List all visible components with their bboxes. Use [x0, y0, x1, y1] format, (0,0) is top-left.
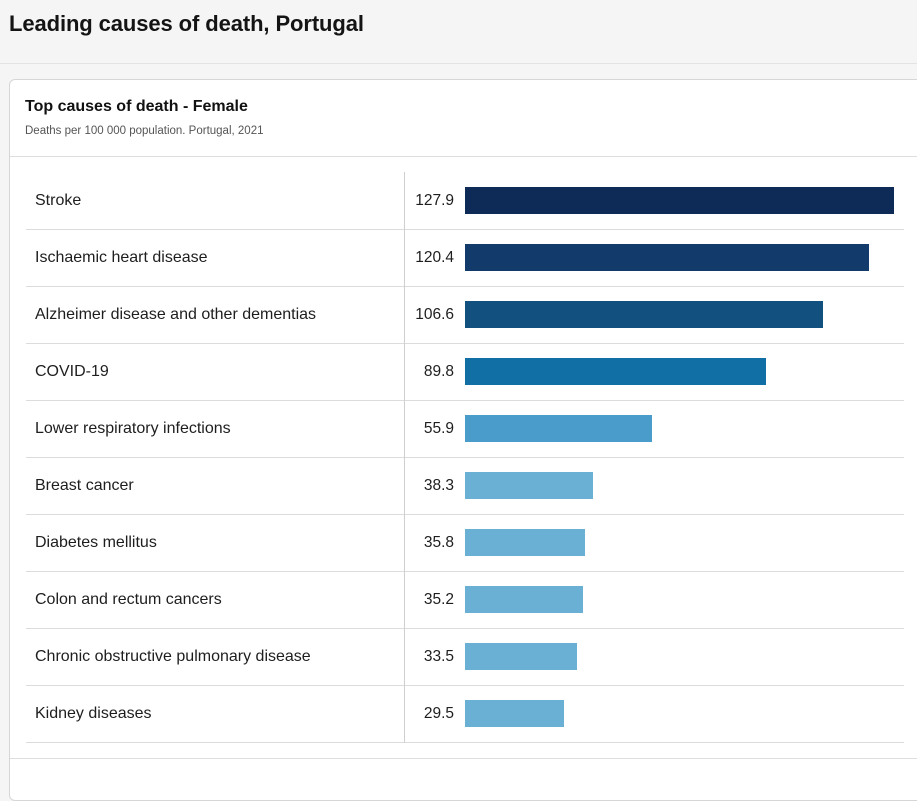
- chart-card: Top causes of death - Female Deaths per …: [9, 79, 917, 801]
- chart-row: COVID-19 89.8: [26, 343, 904, 401]
- chart-row: Lower respiratory infections 55.9: [26, 400, 904, 458]
- bar[interactable]: [465, 586, 583, 613]
- card-header: Top causes of death - Female Deaths per …: [10, 80, 917, 157]
- chart-row: Diabetes mellitus 35.8: [26, 514, 904, 572]
- label-divider: [404, 172, 405, 743]
- card-title: Top causes of death - Female: [25, 98, 248, 115]
- value-label: 89.8: [423, 363, 454, 380]
- bar[interactable]: [465, 643, 577, 670]
- chart-row: Breast cancer 38.3: [26, 457, 904, 515]
- category-label: Chronic obstructive pulmonary disease: [35, 648, 311, 665]
- bar[interactable]: [465, 301, 823, 328]
- bar[interactable]: [465, 415, 652, 442]
- category-label: Breast cancer: [35, 477, 134, 494]
- value-label: 120.4: [415, 249, 454, 266]
- value-label: 38.3: [423, 477, 454, 494]
- bar[interactable]: [465, 187, 894, 214]
- category-label: COVID-19: [35, 363, 109, 380]
- category-label: Kidney diseases: [35, 705, 152, 722]
- chart-row: Alzheimer disease and other dementias 106…: [26, 286, 904, 344]
- category-label: Stroke: [35, 192, 82, 209]
- chart-row: Stroke 127.9: [26, 172, 904, 230]
- value-label: 35.2: [423, 591, 454, 608]
- chart-row: Ischaemic heart disease 120.4: [26, 229, 904, 287]
- category-label: Lower respiratory infections: [35, 420, 231, 437]
- chart-row: Colon and rectum cancers 35.2: [26, 571, 904, 629]
- category-label: Colon and rectum cancers: [35, 591, 222, 608]
- value-label: 127.9: [415, 192, 454, 209]
- page-header: Leading causes of death, Portugal: [0, 0, 917, 64]
- value-label: 55.9: [423, 420, 454, 437]
- bar[interactable]: [465, 700, 564, 727]
- bar[interactable]: [465, 244, 869, 271]
- category-label: Ischaemic heart disease: [35, 249, 208, 266]
- page-title: Leading causes of death, Portugal: [9, 11, 364, 36]
- bar[interactable]: [465, 529, 585, 556]
- value-label: 29.5: [423, 705, 454, 722]
- value-label: 33.5: [423, 648, 454, 665]
- chart-row: Chronic obstructive pulmonary disease 33.…: [26, 628, 904, 686]
- category-label: Alzheimer disease and other dementias: [35, 306, 317, 323]
- category-label: Diabetes mellitus: [35, 534, 157, 551]
- bar[interactable]: [465, 472, 593, 499]
- value-label: 106.6: [415, 306, 454, 323]
- card-subtitle: Deaths per 100 000 population. Portugal,…: [25, 125, 264, 137]
- card-footer-divider: [10, 758, 917, 759]
- chart-row: Kidney diseases 29.5: [26, 685, 904, 743]
- bar[interactable]: [465, 358, 766, 385]
- value-label: 35.8: [423, 534, 454, 551]
- bar-chart: Stroke 127.9 Ischaemic heart disease 120.4 A…: [26, 172, 904, 743]
